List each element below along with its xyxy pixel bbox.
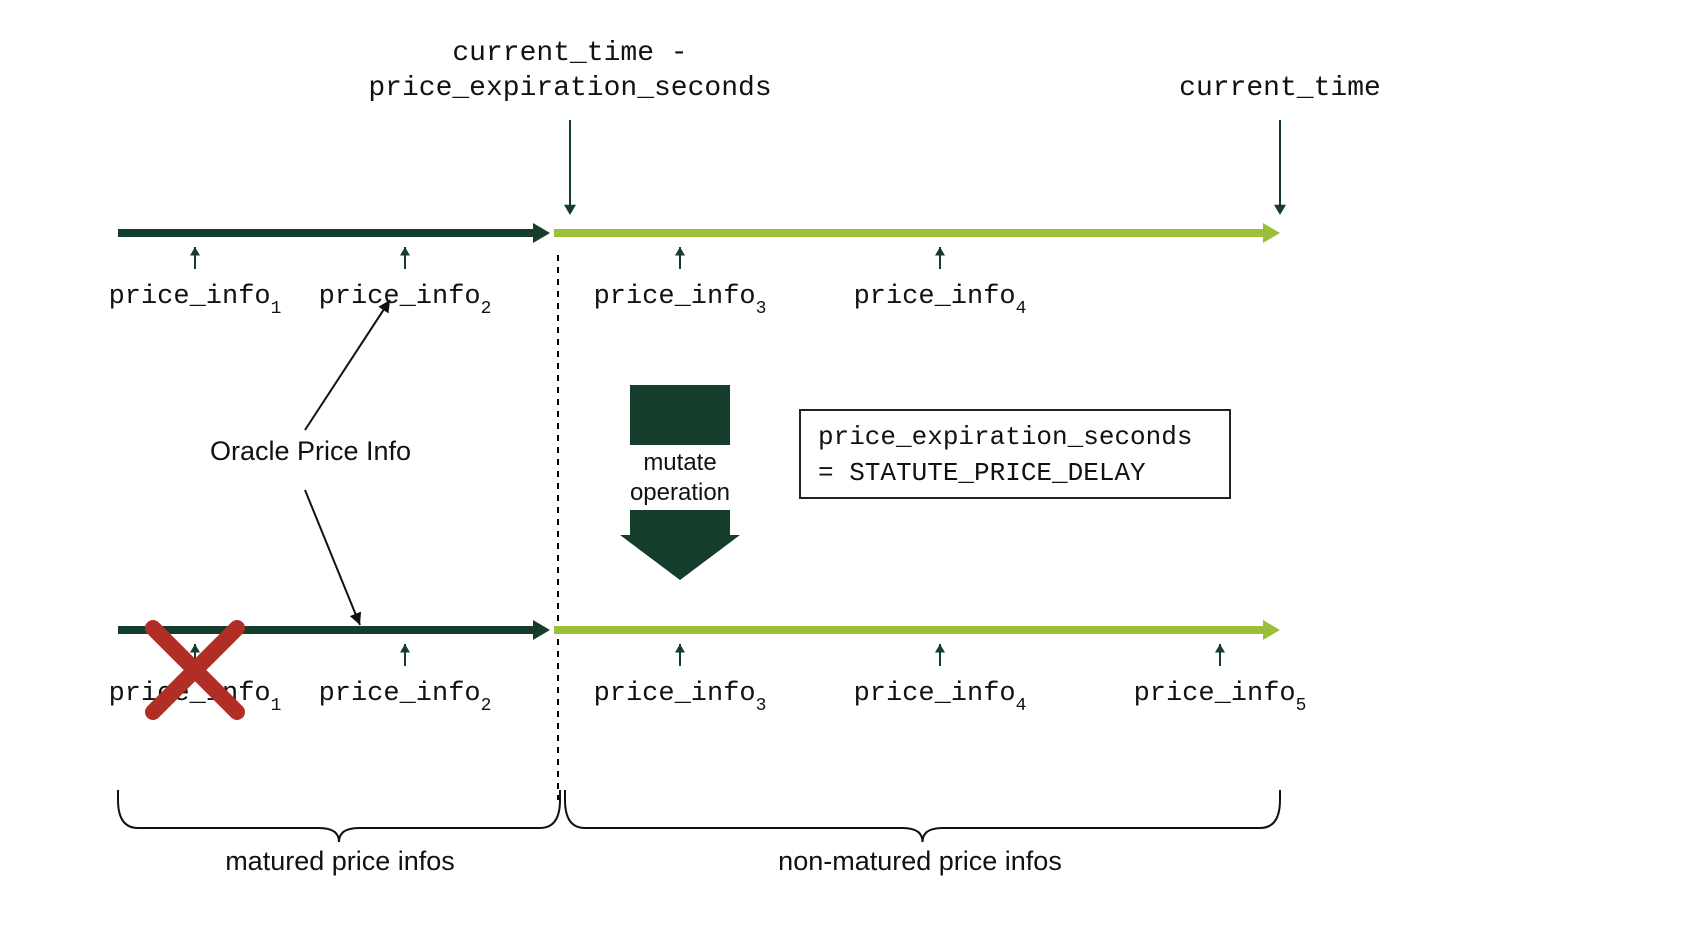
svg-text:mutate: mutate bbox=[643, 449, 716, 476]
svg-text:Oracle Price Info: Oracle Price Info bbox=[210, 436, 411, 466]
svg-text:matured price infos: matured price infos bbox=[225, 846, 455, 876]
svg-text:price_info1: price_info1 bbox=[109, 679, 282, 716]
svg-text:price_info3: price_info3 bbox=[594, 679, 767, 716]
svg-text:current_time: current_time bbox=[1179, 73, 1381, 104]
svg-text:price_info3: price_info3 bbox=[594, 282, 767, 319]
svg-text:price_expiration_seconds: price_expiration_seconds bbox=[368, 73, 771, 104]
svg-text:price_info1: price_info1 bbox=[109, 282, 282, 319]
svg-text:= STATUTE_PRICE_DELAY: = STATUTE_PRICE_DELAY bbox=[818, 458, 1146, 488]
svg-text:price_info2: price_info2 bbox=[319, 679, 492, 716]
svg-text:operation: operation bbox=[630, 479, 730, 506]
svg-text:non-matured price infos: non-matured price infos bbox=[778, 846, 1062, 876]
svg-text:price_info5: price_info5 bbox=[1134, 679, 1307, 716]
svg-text:price_expiration_seconds: price_expiration_seconds bbox=[818, 422, 1192, 452]
svg-text:price_info2: price_info2 bbox=[319, 282, 492, 319]
svg-text:current_time -: current_time - bbox=[452, 38, 687, 69]
svg-text:price_info4: price_info4 bbox=[854, 679, 1027, 716]
svg-text:price_info4: price_info4 bbox=[854, 282, 1027, 319]
oracle-price-info-diagram: current_time - price_expiration_seconds cu… bbox=[0, 0, 1699, 941]
